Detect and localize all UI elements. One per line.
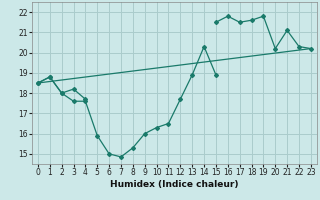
X-axis label: Humidex (Indice chaleur): Humidex (Indice chaleur) — [110, 180, 239, 189]
